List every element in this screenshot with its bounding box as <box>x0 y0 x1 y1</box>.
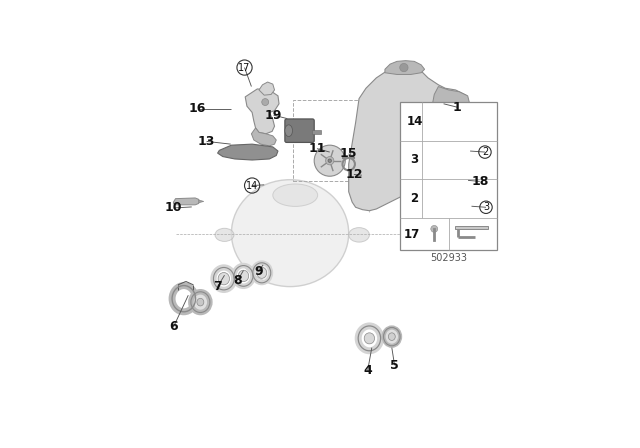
Text: 17: 17 <box>238 63 251 73</box>
Text: 18: 18 <box>471 175 488 188</box>
Text: 3: 3 <box>410 153 419 166</box>
Text: 2: 2 <box>410 192 419 205</box>
Text: 14: 14 <box>406 115 422 128</box>
Ellipse shape <box>273 184 317 207</box>
Bar <box>293 100 362 181</box>
Circle shape <box>464 127 468 131</box>
Text: 2: 2 <box>482 147 488 157</box>
Text: 9: 9 <box>254 265 262 278</box>
Text: 11: 11 <box>308 142 326 155</box>
Text: 6: 6 <box>169 320 178 333</box>
Circle shape <box>455 112 459 116</box>
FancyBboxPatch shape <box>467 147 476 154</box>
Text: 4: 4 <box>364 364 372 377</box>
Polygon shape <box>198 200 204 203</box>
Text: 12: 12 <box>345 168 363 181</box>
Circle shape <box>428 109 468 149</box>
Ellipse shape <box>191 292 210 313</box>
Text: 10: 10 <box>164 202 182 215</box>
Ellipse shape <box>215 228 234 241</box>
Circle shape <box>431 225 438 233</box>
Circle shape <box>455 142 459 146</box>
Ellipse shape <box>285 125 292 137</box>
Polygon shape <box>252 128 276 146</box>
Text: 13: 13 <box>198 135 215 148</box>
Polygon shape <box>173 198 200 205</box>
Circle shape <box>314 145 345 176</box>
Text: 16: 16 <box>189 103 206 116</box>
Ellipse shape <box>364 333 374 344</box>
Text: 8: 8 <box>234 274 242 287</box>
Polygon shape <box>455 227 488 229</box>
Ellipse shape <box>257 267 267 278</box>
Ellipse shape <box>238 270 249 282</box>
Circle shape <box>328 159 332 163</box>
Ellipse shape <box>388 333 396 340</box>
Ellipse shape <box>232 180 349 287</box>
FancyBboxPatch shape <box>285 119 314 142</box>
Circle shape <box>435 116 461 142</box>
Ellipse shape <box>218 272 230 285</box>
Ellipse shape <box>349 228 369 242</box>
Polygon shape <box>245 89 279 134</box>
FancyBboxPatch shape <box>467 161 474 167</box>
Polygon shape <box>385 60 424 74</box>
Text: 17: 17 <box>404 228 420 241</box>
Bar <box>401 102 497 250</box>
Text: 502933: 502933 <box>430 253 467 263</box>
Ellipse shape <box>197 298 204 306</box>
Circle shape <box>428 127 432 131</box>
Bar <box>312 129 321 134</box>
Text: 15: 15 <box>340 147 358 160</box>
Polygon shape <box>218 144 278 160</box>
Circle shape <box>437 112 441 116</box>
Circle shape <box>400 64 408 72</box>
Text: 5: 5 <box>390 359 399 372</box>
Polygon shape <box>349 68 469 211</box>
Text: 7: 7 <box>213 280 222 293</box>
Text: 19: 19 <box>265 109 282 122</box>
Polygon shape <box>259 82 275 95</box>
Circle shape <box>437 142 441 146</box>
Text: 1: 1 <box>453 101 461 114</box>
Polygon shape <box>426 86 470 168</box>
Circle shape <box>326 156 334 165</box>
Text: 3: 3 <box>483 202 489 212</box>
Ellipse shape <box>383 327 400 346</box>
Circle shape <box>262 99 269 105</box>
Text: 14: 14 <box>246 181 258 190</box>
